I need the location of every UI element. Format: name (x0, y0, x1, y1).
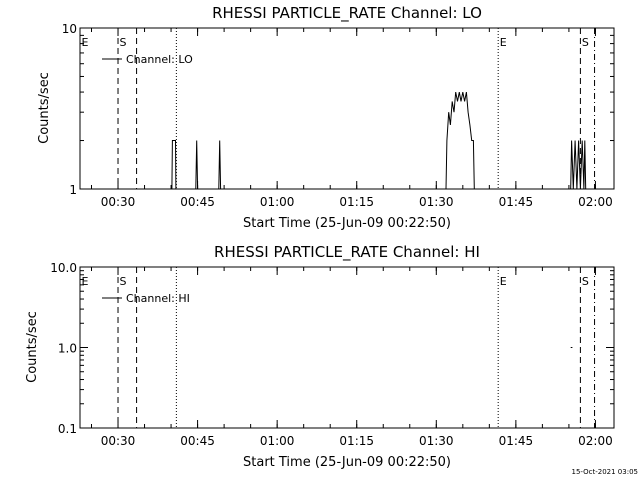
top-x-tick-label: 01:30 (419, 195, 454, 209)
top-x-tick-label: 01:00 (260, 195, 295, 209)
top-event-marker-label: S (582, 36, 589, 49)
bottom-x-tick-label: 01:45 (499, 434, 534, 448)
plot-layer: 00:30 00:45 01:00 01:15 01:30 01:45 02:00 1 10 E S… (50, 22, 615, 448)
top-chart-xlabel: Start Time (25-Jun-09 00:22:50) (243, 216, 451, 231)
bottom-y-tick-label: 0.1 (58, 422, 77, 436)
bottom-x-tick-label: 01:00 (260, 434, 295, 448)
top-x-tick-label: 01:45 (499, 195, 534, 209)
bottom-event-marker-label: E (82, 275, 89, 288)
top-x-tick-label: 00:45 (180, 195, 215, 209)
bottom-x-tick-label: 01:15 (339, 434, 374, 448)
bottom-event-marker-label: E (500, 275, 507, 288)
bottom-x-tick-label: 00:30 (101, 434, 136, 448)
bottom-x-tick-label: 01:30 (419, 434, 454, 448)
top-series-line (171, 92, 587, 190)
bottom-chart-ylabel: Counts/sec (25, 311, 40, 383)
top-y-tick-label: 10 (62, 22, 77, 36)
top-event-marker-label: E (82, 36, 89, 49)
top-chart-legend-label: Channel: LO (126, 53, 193, 66)
bottom-chart-title: RHESSI PARTICLE_RATE Channel: HI (214, 243, 480, 262)
bottom-x-tick-label: 00:45 (180, 434, 215, 448)
bottom-x-tick-label: 02:00 (578, 434, 613, 448)
generation-timestamp: 15-Oct-2021 03:05 (572, 468, 638, 476)
top-x-tick-label: 01:15 (339, 195, 374, 209)
bottom-event-marker-label: S (582, 275, 589, 288)
bottom-y-tick-label: 10.0 (50, 261, 77, 275)
bottom-event-marker-label: S (120, 275, 127, 288)
top-x-tick-label: 02:00 (578, 195, 613, 209)
bottom-chart-xlabel: Start Time (25-Jun-09 00:22:50) (243, 455, 451, 470)
bottom-chart-legend-label: Channel: HI (126, 292, 190, 305)
bottom-y-tick-label: 1.0 (58, 342, 77, 356)
top-y-tick-label: 1 (69, 183, 77, 197)
top-event-marker-label: S (120, 36, 127, 49)
top-event-marker-label: E (500, 36, 507, 49)
top-chart-ylabel: Counts/sec (37, 72, 52, 144)
top-x-tick-label: 00:30 (101, 195, 136, 209)
top-chart-title: RHESSI PARTICLE_RATE Channel: LO (212, 4, 482, 23)
